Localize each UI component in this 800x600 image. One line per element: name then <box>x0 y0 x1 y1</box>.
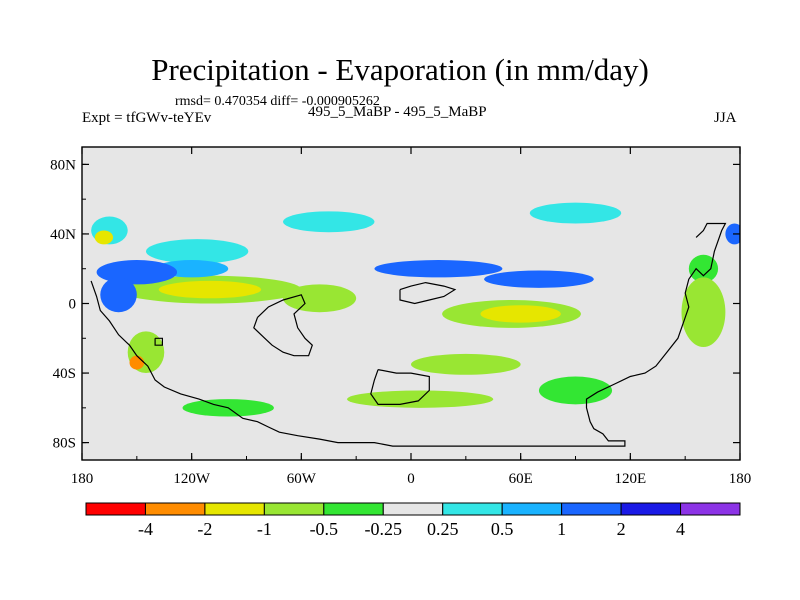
x-tick-label: 60W <box>287 471 317 487</box>
contour-east-pacific-wet-west <box>100 277 137 313</box>
contour-north-africa-wet-band <box>374 260 503 278</box>
contour-north-atlantic-wet-band <box>283 211 375 233</box>
contour-south-tropical-dry-core <box>480 305 561 323</box>
season-label: JJA <box>714 110 737 126</box>
colorbar-label: -2 <box>197 519 212 539</box>
x-tick-label: 180 <box>71 471 94 487</box>
y-tick-label: 0 <box>69 297 77 313</box>
coastlines <box>90 222 727 447</box>
colorbar-swatch <box>680 502 741 516</box>
x-tick-label: 180 <box>729 471 752 487</box>
case-label: 495_5_MaBP - 495_5_MaBP <box>308 104 487 120</box>
axis-ticks: 180 120W 60W 0 60E 120E 180 80N 40N 0 40S 80S <box>50 147 751 487</box>
contour-southeast-coast-dry-band <box>538 376 613 405</box>
colorbar-swatch <box>323 502 384 516</box>
colorbar-swatch <box>561 502 622 516</box>
contour-field <box>82 147 740 460</box>
contour-dateline-wet-patch <box>725 223 740 245</box>
colorbar-swatch <box>442 502 503 516</box>
contour-far-east-north-dry <box>688 254 719 283</box>
contour-east-equatorial-dry-band <box>283 284 357 313</box>
colorbar-label: -4 <box>138 519 153 539</box>
contour-far-east-dry-patch <box>681 277 726 347</box>
y-tick-label: 80S <box>53 436 76 452</box>
x-tick-label: 60E <box>509 471 533 487</box>
contour-south-indian-dry-band <box>411 353 521 375</box>
colorbar-label: 4 <box>676 519 685 539</box>
y-tick-label: 80N <box>50 157 76 173</box>
colorbar-label: 2 <box>617 519 626 539</box>
stats-line: rmsd= 0.470354 diff= -0.000905262 <box>175 94 380 109</box>
x-tick-label: 120W <box>173 471 211 487</box>
colorbar-label: 0.25 <box>427 519 459 539</box>
colorbar-swatch <box>144 502 206 516</box>
contour-north-indian-wet-band <box>484 270 594 288</box>
coastline-eastern-island <box>370 369 430 405</box>
contour-southwest-coast-dry-core <box>129 355 145 370</box>
contour-asian-wet-band <box>529 202 622 224</box>
x-tick-label: 0 <box>407 471 415 487</box>
colorbar-label: 1 <box>557 519 566 539</box>
colorbar-label: -0.5 <box>310 519 339 539</box>
colorbar-swatch <box>204 502 265 516</box>
colorbar-swatch <box>382 502 444 516</box>
coastline-western-continent <box>90 222 727 447</box>
contour-east-pacific-dry-core <box>94 230 114 245</box>
colorbar-swatch <box>263 502 325 516</box>
colorbar-swatch <box>620 502 682 516</box>
colorbar: -4 -2 -1 -0.5 -0.25 0.25 0.5 1 2 4 <box>85 502 741 539</box>
experiment-label: Expt = tfGWv-teYEv <box>82 110 212 126</box>
colorbar-swatch <box>501 502 563 516</box>
y-tick-label: 40S <box>53 366 76 382</box>
colorbar-label: -0.25 <box>365 519 403 539</box>
field-background <box>82 147 740 460</box>
colorbar-label: -1 <box>257 519 272 539</box>
contour-north-pacific-wet-band <box>145 239 249 264</box>
chart-title: Precipitation - Evaporation (in mm/day) <box>151 52 649 87</box>
x-tick-label: 120E <box>614 471 646 487</box>
coastline-equatorial-island <box>399 281 457 305</box>
coastline-central-basin <box>253 294 313 357</box>
colorbar-label: 0.5 <box>491 519 514 539</box>
coastline-small-island <box>154 337 163 346</box>
contour-equatorial-pacific-dry-core <box>158 280 262 299</box>
colorbar-swatch <box>85 502 146 516</box>
y-tick-label: 40N <box>50 227 76 243</box>
